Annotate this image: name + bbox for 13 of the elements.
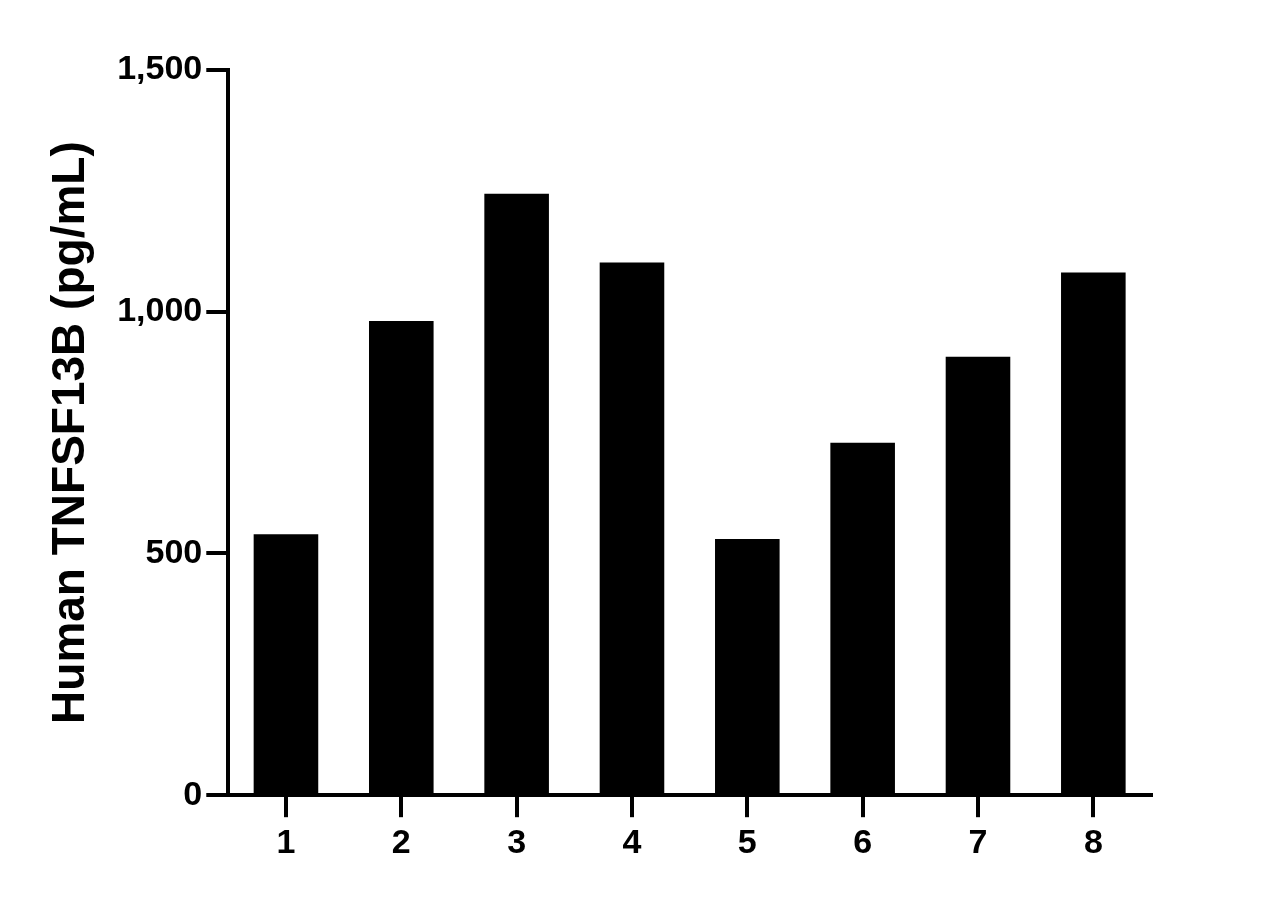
x-tick-label: 3 <box>507 821 527 860</box>
x-tick-label: 2 <box>391 821 411 860</box>
x-tick-label: 8 <box>1083 821 1103 860</box>
y-tick-label: 1,500 <box>117 48 203 87</box>
x-tick-label: 1 <box>276 821 296 860</box>
x-tick-label: 6 <box>853 821 873 860</box>
y-tick-label: 500 <box>145 531 203 570</box>
y-tick-label: 0 <box>183 773 203 812</box>
x-tick-label: 7 <box>968 821 988 860</box>
x-tick-label: 4 <box>622 821 642 860</box>
x-tick-label: 5 <box>737 821 757 860</box>
y-tick-label: 1,000 <box>117 290 203 329</box>
y-axis-title: Human TNFSF13B (pg/mL) <box>42 141 95 724</box>
